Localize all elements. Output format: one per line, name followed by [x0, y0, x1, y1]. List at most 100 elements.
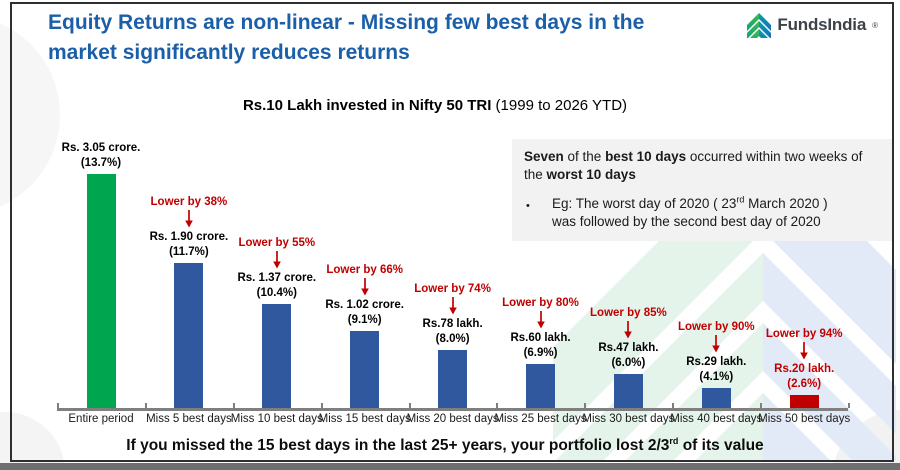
x-axis-label: Miss 10 best days	[230, 413, 323, 425]
lower-by-label: Lower by 74%	[414, 283, 491, 295]
footer-text-end: of its value	[678, 437, 764, 454]
down-arrow-icon	[536, 311, 545, 329]
down-arrow-icon	[800, 342, 808, 360]
lower-by-label: Lower by 85%	[590, 307, 667, 319]
bar-value-label: Rs.78 lakh. (8.0%)	[423, 317, 483, 347]
x-axis-tick	[848, 403, 850, 408]
chart-title-rest: (1999 to 2026 YTD)	[491, 97, 628, 114]
x-axis-tick	[320, 403, 323, 408]
bar	[613, 374, 643, 410]
x-axis-tick	[408, 403, 411, 408]
down-arrow-icon	[624, 321, 633, 339]
bullet-text-sup: rd	[736, 194, 745, 205]
info-heading-text2: occurred within two weeks of the	[524, 149, 863, 182]
page-title-line1: Equity Returns are non-linear - Missing …	[48, 11, 645, 34]
bar-group: Lower by 55% Rs. 1.37 crore. (10.4%)	[222, 237, 332, 410]
bar-value-line1: Rs. 3.05 crore.	[61, 142, 141, 154]
bar-value-line2: (4.1%)	[699, 371, 734, 383]
bar-value-label: Rs.47 lakh. (6.0%)	[598, 341, 658, 371]
bar-value-line2: (9.1%)	[347, 314, 382, 326]
x-axis-label: Entire period	[68, 413, 134, 425]
lower-by-label: Lower by 66%	[326, 264, 404, 276]
bar	[438, 350, 468, 410]
fundsindia-tree-icon	[747, 13, 772, 38]
bar-value-line2: (8.0%)	[435, 333, 470, 345]
brand-registered-mark: ®	[872, 20, 878, 30]
bar-value-line2: (11.7%)	[169, 246, 209, 258]
bar-value-label: Rs. 1.02 crore. (9.1%)	[325, 298, 404, 328]
bar-value-line1: Rs.20 lakh.	[774, 363, 835, 375]
bar	[701, 388, 731, 410]
bar-group: Lower by 94% Rs.20 lakh. (2.6%)	[749, 328, 859, 410]
bar-value-label: Rs.60 lakh. (6.9%)	[510, 331, 570, 361]
lower-by-label: Lower by 80%	[502, 297, 579, 309]
bullet-text-mid: March 2020 )	[744, 196, 828, 211]
x-axis-label: Miss 25 best days	[494, 413, 587, 425]
bar-value-label: Rs. 3.05 crore. (13.7%)	[62, 141, 141, 171]
bottom-edge-strip	[0, 463, 900, 470]
down-arrow-icon	[712, 335, 721, 353]
bullet-text-line2: was followed by the second best day of 2…	[552, 214, 821, 229]
info-box-heading: Seven of the best 10 days occurred withi…	[524, 148, 882, 184]
bar-value-line1: Rs. 1.37 crore.	[237, 272, 317, 284]
x-axis-label: Miss 5 best days	[146, 413, 232, 425]
lower-by-label: Lower by 94%	[765, 328, 843, 340]
info-bullet-text: Eg: The worst day of 2020 ( 23rd March 2…	[552, 195, 828, 231]
bar-group: Lower by 66% Rs. 1.02 crore. (9.1%)	[310, 264, 420, 410]
bar-value-label: Rs.20 lakh. (2.6%)	[774, 362, 834, 392]
bar	[86, 174, 116, 410]
bar-value-label: Rs. 1.90 crore. (11.7%)	[150, 230, 229, 260]
x-axis-tick	[496, 403, 499, 408]
chart-title: Rs.10 Lakh invested in Nifty 50 TRI (199…	[0, 97, 870, 114]
bullet-icon: •	[526, 200, 530, 212]
bar	[526, 364, 555, 410]
footer-sup: rd	[669, 435, 679, 446]
page-title: Equity Returns are non-linear - Missing …	[48, 8, 768, 68]
lower-by-label: Lower by 90%	[677, 321, 755, 333]
down-arrow-icon	[185, 210, 193, 228]
bar	[789, 395, 819, 410]
x-axis-label: Miss 20 best days	[406, 413, 499, 425]
bar-value-line1: Rs.78 lakh.	[422, 318, 483, 330]
bar-value-line2: (6.0%)	[611, 357, 646, 369]
bar-value-line2: (6.9%)	[523, 347, 558, 359]
bar-value-line1: Rs.47 lakh.	[598, 342, 659, 354]
bar-group: Lower by 85% Rs.47 lakh. (6.0%)	[573, 307, 683, 410]
info-heading-bold3: worst 10 days	[546, 167, 636, 182]
x-axis-tick	[672, 403, 675, 408]
chart-title-bold: Rs.10 Lakh invested in Nifty 50 TRI	[242, 97, 492, 114]
lower-by-label: Lower by 55%	[238, 237, 316, 249]
bar-group: Lower by 80% Rs.60 lakh. (6.9%)	[486, 297, 596, 410]
footer-note: If you missed the 15 best days in the la…	[0, 435, 890, 455]
down-arrow-icon	[448, 297, 457, 315]
x-axis-tick	[232, 403, 235, 408]
bar-value-line1: Rs. 1.02 crore.	[325, 299, 404, 311]
down-arrow-icon	[360, 278, 369, 296]
brand-logo: FundsIndia ®	[747, 12, 878, 38]
bar-value-line1: Rs.60 lakh.	[510, 332, 571, 344]
x-axis-tick	[760, 403, 763, 408]
bullet-text-pre: Eg: The worst day of 2020 ( 23	[552, 196, 737, 211]
bar	[262, 304, 292, 410]
bar-value-line2: (10.4%)	[256, 287, 297, 299]
bar-value-line1: Rs. 1.90 crore.	[149, 231, 229, 243]
lower-by-label: Lower by 38%	[150, 196, 228, 208]
info-heading-bold1: Seven	[524, 149, 564, 164]
x-axis-label: Miss 40 best days	[670, 413, 763, 425]
bar-group: Lower by 38% Rs. 1.90 crore. (11.7%)	[134, 196, 244, 410]
info-box-bullet-item: • Eg: The worst day of 2020 ( 23rd March…	[524, 195, 882, 231]
x-axis-line	[57, 408, 848, 411]
x-axis-label: Miss 30 best days	[582, 413, 675, 425]
bar	[174, 263, 204, 410]
bar-value-label: Rs. 1.37 crore. (10.4%)	[237, 271, 316, 301]
info-heading-text1: of the	[563, 149, 606, 164]
x-axis-label: Miss 50 best days	[758, 413, 851, 425]
bar-value-line2: (2.6%)	[787, 378, 822, 390]
x-axis-tick	[144, 403, 147, 408]
bar-group: Rs. 3.05 crore. (13.7%)	[46, 141, 156, 410]
bar-value-line2: (13.7%)	[80, 157, 122, 169]
down-arrow-icon	[272, 251, 281, 269]
x-axis-tick	[57, 403, 59, 408]
